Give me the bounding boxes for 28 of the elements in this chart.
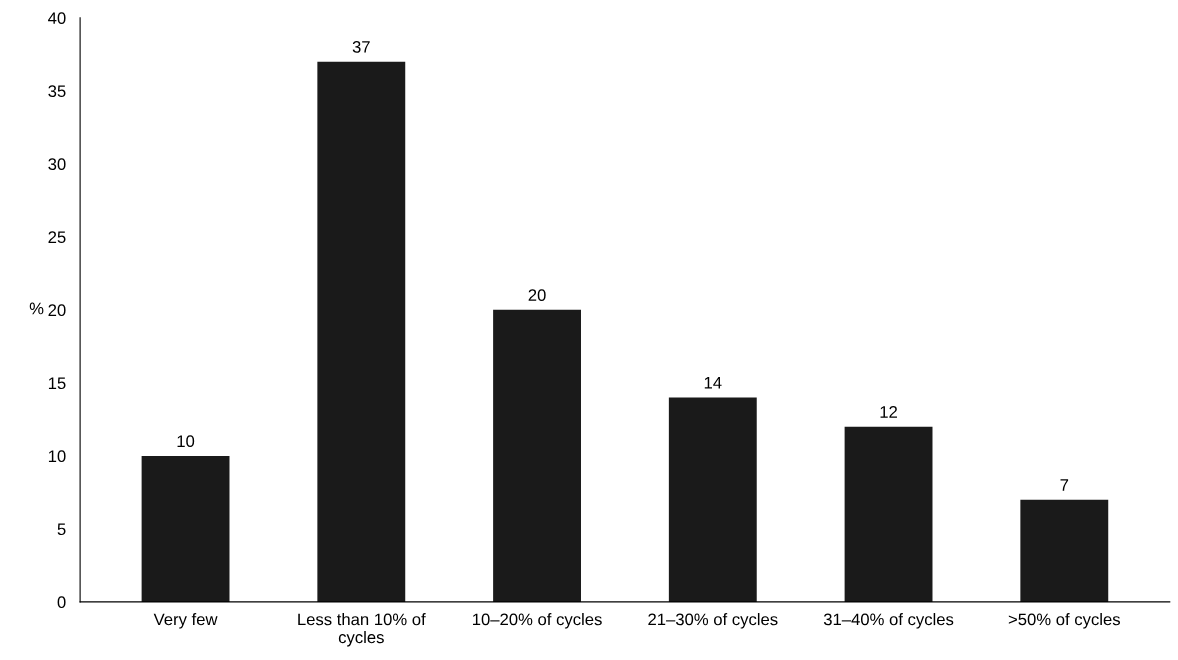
- data-label: 20: [528, 289, 546, 302]
- y-tick-label: 15: [48, 377, 66, 390]
- x-tick-label: >50% of cycles: [1008, 613, 1120, 629]
- data-label: 10: [177, 435, 195, 448]
- y-tick-label: 20: [48, 304, 66, 317]
- x-tick-label: 21–30% of cycles: [648, 613, 778, 629]
- y-axis-title: %: [29, 302, 44, 315]
- bar: [317, 61, 406, 602]
- data-label: 37: [352, 40, 370, 53]
- x-tick-label: Very few: [153, 613, 218, 629]
- y-tick-label: 10: [48, 450, 66, 463]
- x-tick-label: 31–40% of cycles: [823, 613, 954, 629]
- y-tick-label: 35: [48, 85, 66, 98]
- x-tick-label: 10–20% of cycles: [473, 613, 602, 629]
- y-tick-label: 25: [48, 231, 66, 244]
- x-tick-label: Less than 10% of cycles: [298, 613, 426, 647]
- y-tick-label: 0: [57, 596, 66, 609]
- y-tick-label: 5: [57, 523, 66, 536]
- data-label: 14: [704, 377, 722, 389]
- y-tick-label: 30: [48, 158, 66, 171]
- bar: [493, 309, 581, 602]
- data-label: 12: [880, 406, 897, 418]
- bar: [141, 455, 230, 602]
- bar: [1020, 499, 1109, 602]
- bar: [844, 426, 933, 602]
- bar: [668, 397, 757, 602]
- y-tick-label: 40: [48, 12, 66, 25]
- data-label: 7: [1060, 479, 1069, 491]
